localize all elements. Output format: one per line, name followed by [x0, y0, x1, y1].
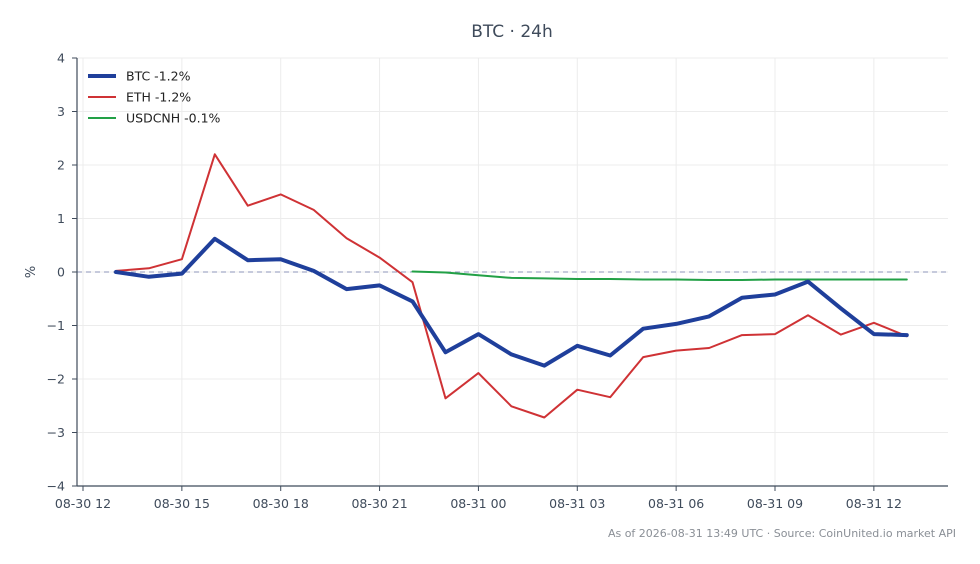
x-ticks: 08-30 12 08-30 15 08-30 18 08-30 21 08-31 00…	[55, 486, 902, 511]
series-line-1	[115, 153, 908, 419]
x-tick-label: 08-30 21	[351, 496, 407, 511]
y-tick-label: −2	[47, 372, 65, 387]
series-layer	[114, 153, 909, 419]
y-tick-label: 1	[57, 211, 65, 226]
y-tick-label: −3	[47, 425, 65, 440]
y-axis-label: %	[24, 266, 39, 278]
x-tick-label: 08-31 03	[549, 496, 605, 511]
x-tick-label: 08-30 12	[55, 496, 111, 511]
x-tick-label: 08-31 09	[747, 496, 803, 511]
chart-title: BTC · 24h	[471, 22, 553, 42]
footer-source-note: As of 2026-08-31 13:49 UTC · Source: Coi…	[608, 527, 956, 540]
y-ticks: 4 3 2 1 0 −1 −2 −3 −4	[47, 51, 77, 494]
y-tick-label: 3	[57, 104, 65, 119]
y-tick-label: −4	[47, 479, 65, 494]
legend-label-2: USDCNH -0.1%	[126, 111, 221, 126]
x-tick-label: 08-30 18	[253, 496, 309, 511]
y-tick-label: 0	[57, 265, 65, 280]
x-tick-label: 08-30 15	[154, 496, 210, 511]
legend: BTC -1.2% ETH -1.2% USDCNH -0.1%	[88, 69, 221, 126]
legend-label-0: BTC -1.2%	[126, 69, 191, 84]
series-line-0	[114, 236, 909, 368]
x-tick-label: 08-31 12	[846, 496, 902, 511]
x-tick-label: 08-31 00	[450, 496, 506, 511]
series-line-2	[411, 270, 908, 281]
y-tick-label: 4	[57, 51, 65, 66]
legend-label-1: ETH -1.2%	[126, 90, 191, 105]
y-tick-label: 2	[57, 158, 65, 173]
x-tick-label: 08-31 06	[648, 496, 704, 511]
y-tick-label: −1	[47, 318, 65, 333]
